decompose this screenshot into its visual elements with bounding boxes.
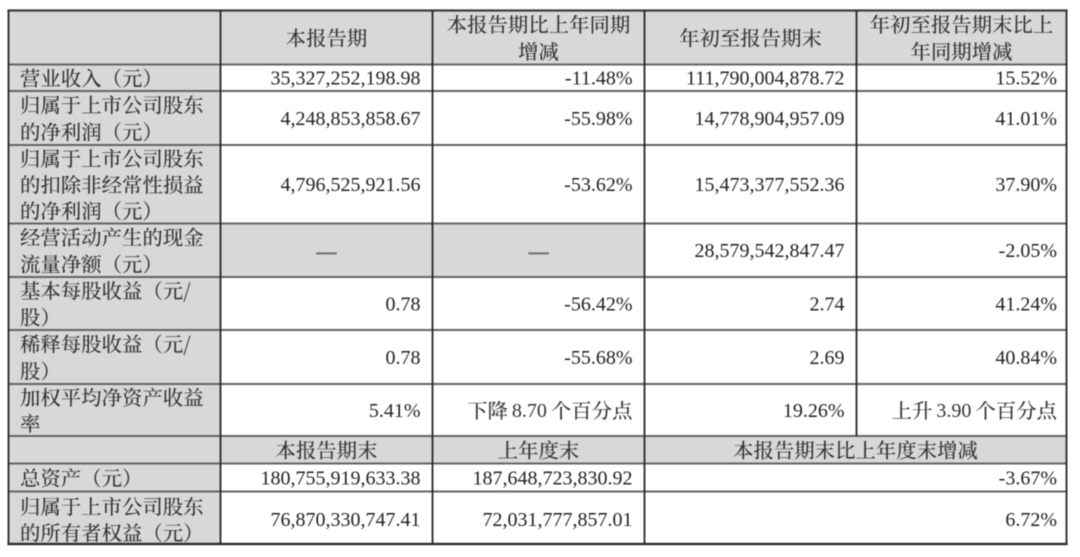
svg-text:40.84%: 40.84% (995, 347, 1057, 369)
svg-text:-55.98%: -55.98% (564, 108, 632, 130)
svg-text:37.90%: 37.90% (995, 174, 1057, 196)
svg-text:41.24%: 41.24% (995, 293, 1057, 315)
svg-text:19.26%: 19.26% (783, 400, 845, 422)
svg-text:-3.67%: -3.67% (999, 467, 1057, 489)
svg-text:-2.05%: -2.05% (999, 240, 1057, 262)
svg-text:72,031,777,857.01: 72,031,777,857.01 (483, 509, 633, 531)
svg-text:2.69: 2.69 (810, 347, 845, 369)
svg-text:-11.48%: -11.48% (565, 68, 633, 90)
svg-text:6.72%: 6.72% (1005, 509, 1057, 531)
svg-text:-55.68%: -55.68% (564, 347, 632, 369)
svg-text:15.52%: 15.52% (995, 68, 1057, 90)
svg-text:4,796,525,921.56: 4,796,525,921.56 (281, 174, 421, 196)
svg-text:4,248,853,858.67: 4,248,853,858.67 (281, 108, 421, 130)
svg-text:28,579,542,847.47: 28,579,542,847.47 (695, 240, 845, 262)
svg-text:76,870,330,747.41: 76,870,330,747.41 (271, 509, 421, 531)
svg-text:41.01%: 41.01% (995, 108, 1057, 130)
svg-text:187,648,723,830.92: 187,648,723,830.92 (473, 467, 633, 489)
svg-text:-56.42%: -56.42% (564, 293, 632, 315)
svg-text:15,473,377,552.36: 15,473,377,552.36 (695, 174, 845, 196)
svg-text:2.74: 2.74 (810, 293, 845, 315)
svg-text:-53.62%: -53.62% (564, 174, 632, 196)
svg-text:111,790,004,878.72: 111,790,004,878.72 (686, 68, 845, 90)
svg-text:14,778,904,957.09: 14,778,904,957.09 (695, 108, 845, 130)
svg-text:8.70: 8.70 (512, 400, 547, 422)
svg-text:3.90: 3.90 (936, 400, 971, 422)
svg-text:180,755,919,633.38: 180,755,919,633.38 (261, 467, 421, 489)
svg-text:35,327,252,198.98: 35,327,252,198.98 (271, 68, 421, 90)
svg-text:5.41%: 5.41% (369, 400, 421, 422)
svg-text:0.78: 0.78 (386, 293, 421, 315)
svg-text:0.78: 0.78 (386, 347, 421, 369)
